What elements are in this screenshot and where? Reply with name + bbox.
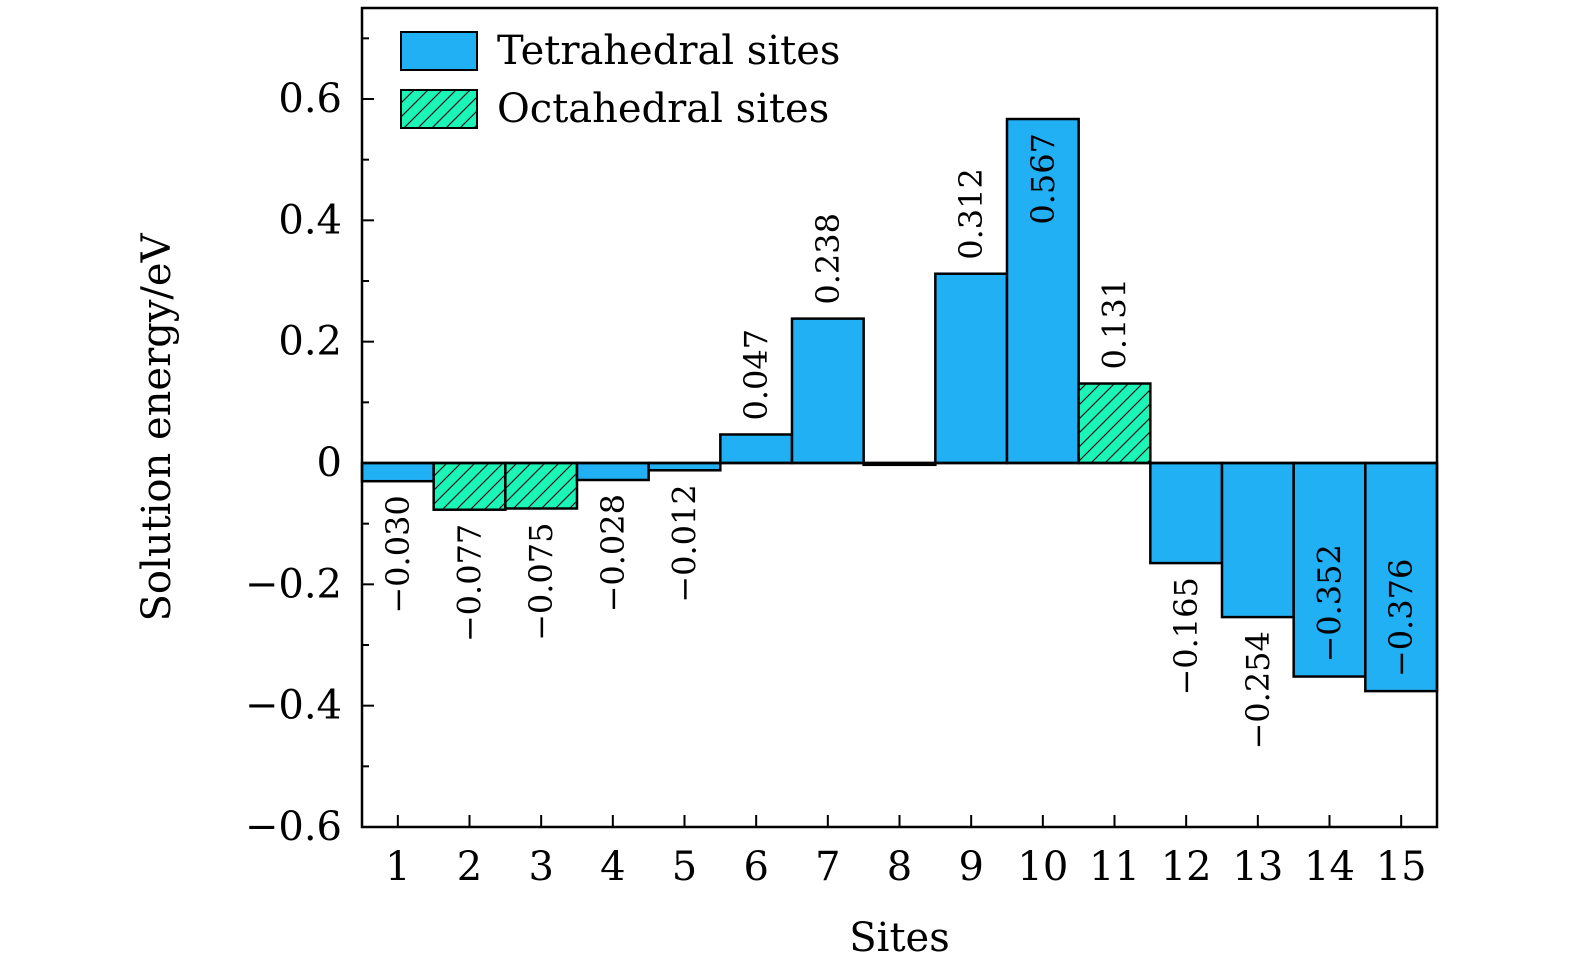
data-label-site-10: 0.567 [1024, 133, 1062, 225]
x-tick-label: 8 [887, 844, 912, 890]
bar-site-2 [432, 461, 507, 511]
plot-frame [360, 6, 1439, 829]
bar-site-4 [575, 461, 650, 482]
y-tick-label: 0.6 [278, 76, 342, 122]
data-label-site-12: −0.165 [1167, 577, 1205, 695]
bar-site-1 [360, 461, 435, 483]
bar-site-13 [1220, 461, 1295, 619]
x-tick-label: 4 [600, 844, 625, 890]
x-tick-label: 15 [1376, 844, 1427, 890]
data-label-site-1: −0.030 [379, 495, 417, 613]
y-tick-label: 0.2 [278, 319, 342, 365]
data-label-site-13: −0.254 [1239, 631, 1277, 749]
y-tick-label: 0.4 [278, 197, 342, 243]
y-tick-label: −0.4 [245, 683, 342, 729]
data-label-site-2: −0.077 [451, 524, 489, 642]
x-tick-label: 1 [385, 844, 410, 890]
legend-swatch-octahedral [400, 89, 478, 129]
data-label-site-11: 0.131 [1096, 278, 1134, 370]
x-tick-label: 13 [1232, 844, 1283, 890]
y-axis-title: Solution energy/eV [134, 232, 180, 621]
bar-site-9 [934, 272, 1009, 465]
x-tick-label: 10 [1017, 844, 1068, 890]
bar-site-3 [504, 461, 579, 510]
data-label-site-3: −0.075 [522, 523, 560, 641]
legend-swatch-tetrahedral [400, 31, 478, 71]
data-label-site-6: 0.047 [737, 329, 775, 421]
x-tick-label: 12 [1161, 844, 1212, 890]
x-axis-ticks: 1 2 3 4 5 6 7 8 9 10 11 12 13 14 15 [385, 815, 1427, 890]
y-tick-label: −0.6 [245, 804, 342, 850]
legend-label-tetrahedral: Tetrahedral sites [497, 28, 840, 74]
legend: Tetrahedral sites Octahedral sites [400, 28, 840, 132]
y-tick-label: 0 [317, 440, 342, 486]
bar-site-7 [790, 317, 865, 465]
data-label-site-4: −0.028 [594, 494, 632, 612]
x-axis-title: Sites [849, 915, 949, 961]
data-label-site-14: −0.352 [1311, 544, 1349, 662]
x-tick-label: 2 [457, 844, 482, 890]
bar-site-6 [719, 433, 794, 465]
data-label-site-9: 0.312 [952, 168, 990, 260]
legend-label-octahedral: Octahedral sites [497, 86, 829, 132]
x-tick-label: 3 [528, 844, 553, 890]
x-tick-label: 14 [1304, 844, 1355, 890]
data-label-site-15: −0.376 [1382, 559, 1420, 677]
bar-site-12 [1149, 461, 1224, 565]
data-labels-group: −0.030 −0.077 −0.075 −0.028 −0.012 0.047 0.238… [379, 133, 1420, 749]
data-label-site-5: −0.012 [666, 484, 704, 602]
x-tick-label: 6 [743, 844, 768, 890]
y-axis-ticks: 0.6 0.4 0.2 0 −0.2 −0.4 −0.6 [245, 37, 374, 850]
x-tick-label: 9 [958, 844, 983, 890]
x-tick-label: 11 [1089, 844, 1140, 890]
data-label-site-7: 0.238 [809, 213, 847, 305]
x-tick-label: 7 [815, 844, 840, 890]
bars-group [360, 117, 1439, 693]
y-tick-label: −0.2 [245, 561, 342, 607]
bar-site-11 [1077, 382, 1152, 465]
x-tick-label: 5 [672, 844, 697, 890]
bar-site-10 [1005, 117, 1080, 465]
